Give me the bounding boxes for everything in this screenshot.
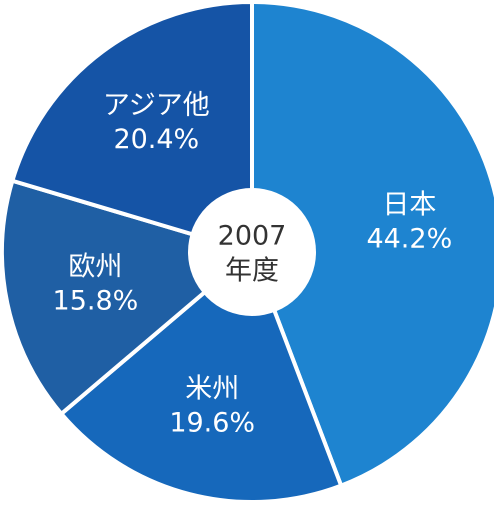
- segment-value-label: 20.4%: [113, 124, 199, 155]
- center-text: 2007: [218, 221, 287, 252]
- center-text: 年度: [225, 256, 279, 287]
- segment: [250, 0, 494, 489]
- segment: [58, 248, 344, 504]
- segment-value-label: 19.6%: [169, 407, 255, 438]
- segment-value-label: 15.8%: [53, 285, 139, 316]
- donut-hole: [188, 188, 316, 316]
- segment-value-label: 44.2%: [366, 224, 452, 255]
- segment-name: 米州: [185, 373, 239, 404]
- segment: [9, 0, 254, 255]
- segment-name: 日本: [382, 190, 436, 221]
- segment-name: アジア他: [103, 90, 210, 121]
- segment-name: 欧州: [68, 251, 122, 282]
